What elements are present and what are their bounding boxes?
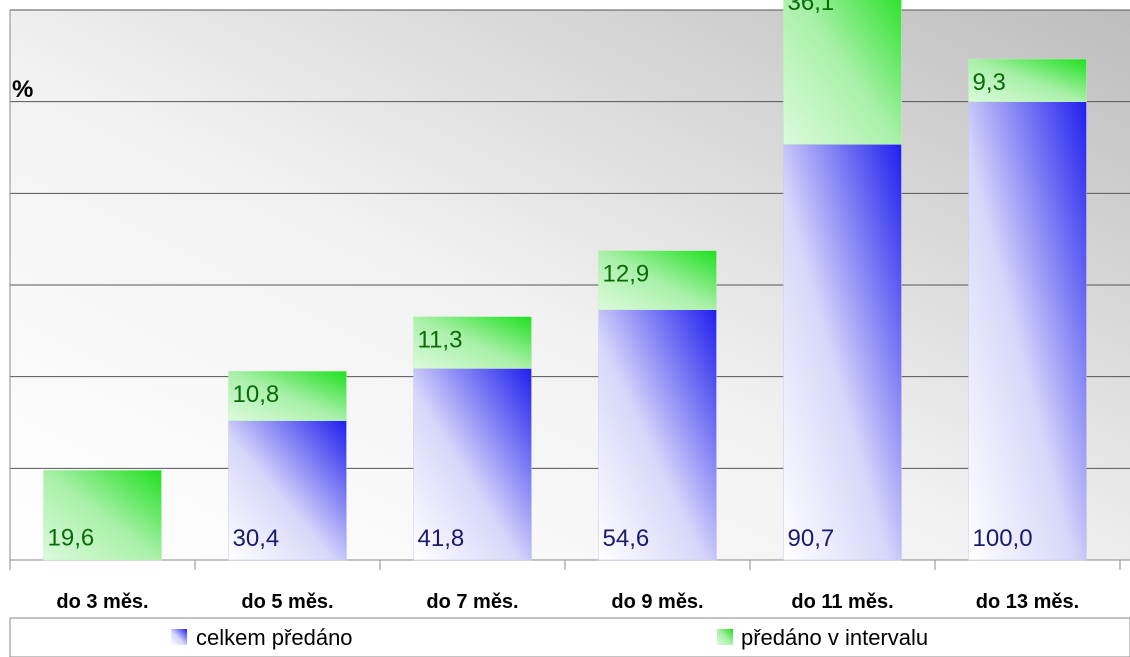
value-label-total: 41,8 xyxy=(418,525,465,552)
category-label: do 5 měs. xyxy=(241,591,333,613)
value-label-interval: 9,3 xyxy=(973,69,1006,96)
value-label-interval: 36,1 xyxy=(788,0,835,16)
value-label-total: 54,6 xyxy=(603,525,650,552)
category-label: do 7 měs. xyxy=(426,591,518,613)
bar-interval xyxy=(598,250,717,310)
value-label-interval: 10,8 xyxy=(233,381,280,408)
legend-label-interval: předáno v intervalu xyxy=(741,625,928,650)
value-label-interval: 12,9 xyxy=(603,261,650,288)
value-labels: 19,6 10,8 30,4 11,3 41,8 12,9 54,6 36,1 90,7 9,3 1… xyxy=(48,0,1033,552)
bar-total xyxy=(968,101,1087,561)
legend: celkem předáno předáno v intervalu xyxy=(9,617,1130,657)
bars xyxy=(43,0,1087,561)
y-axis-title: % xyxy=(12,76,33,103)
bar-total xyxy=(783,144,902,561)
bar-total xyxy=(413,368,532,561)
category-labels: do 3 měs. do 5 měs. do 7 měs. do 9 měs. do 1… xyxy=(56,591,1079,613)
category-label: do 11 měs. xyxy=(791,591,893,613)
category-label: do 9 měs. xyxy=(611,591,703,613)
x-axis-ticks xyxy=(9,560,1121,570)
bar-total xyxy=(598,309,717,561)
bar-interval xyxy=(228,370,347,421)
category-label: do 3 měs. xyxy=(56,591,148,613)
legend-swatch-total xyxy=(171,629,187,645)
value-label-interval: 11,3 xyxy=(418,327,463,354)
bar-interval xyxy=(413,316,532,369)
value-label-total: 90,7 xyxy=(788,525,835,552)
value-label-interval: 19,6 xyxy=(48,525,95,552)
bar-interval xyxy=(783,0,902,145)
gridlines xyxy=(10,9,1130,469)
value-label-total: 30,4 xyxy=(233,525,280,552)
bar-interval xyxy=(968,58,1087,102)
category-label: do 13 měs. xyxy=(976,591,1079,613)
bar-interval xyxy=(43,469,162,561)
legend-label-total: celkem předáno xyxy=(196,625,353,650)
value-label-total: 100,0 xyxy=(973,525,1033,552)
bar-total xyxy=(228,420,347,561)
legend-box xyxy=(9,617,1130,657)
legend-swatch-interval xyxy=(717,629,733,645)
